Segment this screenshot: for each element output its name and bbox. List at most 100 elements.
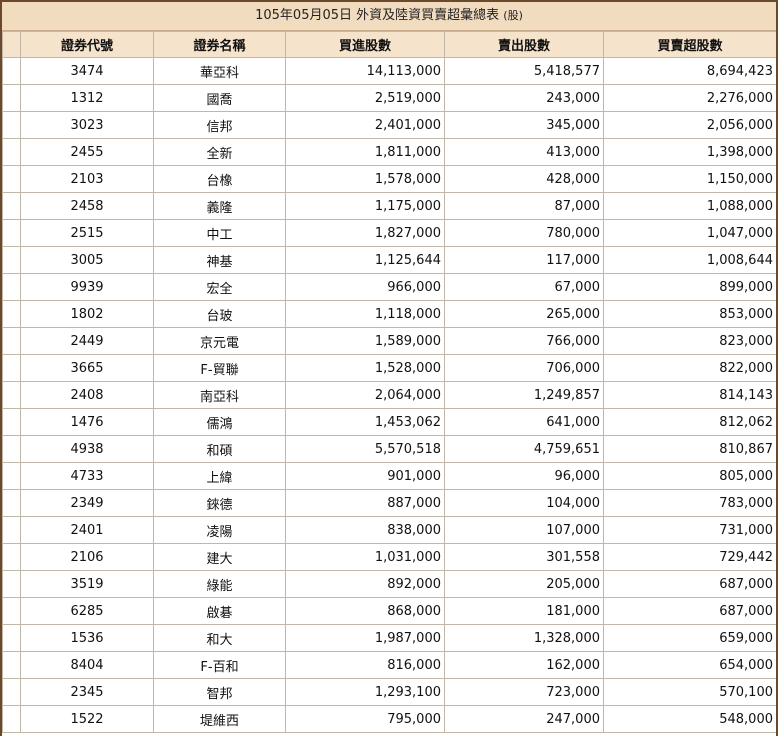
cell-name: F-貿聯 — [153, 354, 286, 382]
row-gutter — [2, 192, 21, 220]
cell-buy: 868,000 — [285, 597, 445, 625]
cell-net: 1,008,644 — [603, 246, 776, 274]
table-row: 3474 華亞科 14,113,000 5,418,577 8,694,423 — [2, 57, 776, 85]
cell-code: 2401 — [20, 516, 154, 544]
cell-code: 2106 — [20, 543, 154, 571]
table-row: 1312 國喬 2,519,000 243,000 2,276,000 — [2, 84, 776, 112]
cell-code: 3519 — [20, 570, 154, 598]
cell-sell: 162,000 — [444, 651, 604, 679]
cell-net: 899,000 — [603, 273, 776, 301]
cell-buy: 5,570,518 — [285, 435, 445, 463]
table-row: 2449 京元電 1,589,000 766,000 823,000 — [2, 327, 776, 355]
table-row: 9939 宏全 966,000 67,000 899,000 — [2, 273, 776, 301]
row-gutter — [2, 219, 21, 247]
cell-code: 3005 — [20, 246, 154, 274]
cell-net: 8,694,423 — [603, 57, 776, 85]
cell-name: 和大 — [153, 624, 286, 652]
cell-code: 2103 — [20, 165, 154, 193]
table-row: 1536 和大 1,987,000 1,328,000 659,000 — [2, 624, 776, 652]
cell-net: 810,867 — [603, 435, 776, 463]
cell-buy: 966,000 — [285, 273, 445, 301]
cell-name: 凌陽 — [153, 516, 286, 544]
table-row: 1522 堤維西 795,000 247,000 548,000 — [2, 705, 776, 733]
foreign-investor-table: 證券代號 證券名稱 買進股數 賣出股數 買賣超股數 3474 華亞科 14,113,… — [2, 31, 776, 733]
cell-sell: 4,759,651 — [444, 435, 604, 463]
cell-code: 2349 — [20, 489, 154, 517]
cell-name: 中工 — [153, 219, 286, 247]
table-row: 2349 錸德 887,000 104,000 783,000 — [2, 489, 776, 517]
cell-sell: 780,000 — [444, 219, 604, 247]
cell-name: 啟碁 — [153, 597, 286, 625]
row-gutter — [2, 408, 21, 436]
cell-buy: 816,000 — [285, 651, 445, 679]
row-gutter — [2, 435, 21, 463]
row-gutter — [2, 138, 21, 166]
cell-net: 805,000 — [603, 462, 776, 490]
cell-sell: 1,249,857 — [444, 381, 604, 409]
cell-net: 2,056,000 — [603, 111, 776, 139]
table-row: 4938 和碩 5,570,518 4,759,651 810,867 — [2, 435, 776, 463]
table-row: 2103 台橡 1,578,000 428,000 1,150,000 — [2, 165, 776, 193]
cell-name: 和碩 — [153, 435, 286, 463]
cell-code: 4733 — [20, 462, 154, 490]
row-gutter — [2, 597, 21, 625]
table-row: 3665 F-貿聯 1,528,000 706,000 822,000 — [2, 354, 776, 382]
cell-code: 3474 — [20, 57, 154, 85]
header-sell[interactable]: 賣出股數 — [444, 31, 604, 58]
cell-sell: 87,000 — [444, 192, 604, 220]
cell-name: 神基 — [153, 246, 286, 274]
cell-buy: 1,578,000 — [285, 165, 445, 193]
table-row: 8404 F-百和 816,000 162,000 654,000 — [2, 651, 776, 679]
cell-code: 2458 — [20, 192, 154, 220]
table-row: 2455 全新 1,811,000 413,000 1,398,000 — [2, 138, 776, 166]
cell-sell: 706,000 — [444, 354, 604, 382]
table-row: 3023 信邦 2,401,000 345,000 2,056,000 — [2, 111, 776, 139]
cell-sell: 1,328,000 — [444, 624, 604, 652]
header-name[interactable]: 證券名稱 — [153, 31, 286, 58]
cell-sell: 641,000 — [444, 408, 604, 436]
table-row: 6285 啟碁 868,000 181,000 687,000 — [2, 597, 776, 625]
row-gutter — [2, 543, 21, 571]
header-buy[interactable]: 買進股數 — [285, 31, 445, 58]
cell-buy: 1,125,644 — [285, 246, 445, 274]
header-net[interactable]: 買賣超股數 — [603, 31, 776, 58]
header-code[interactable]: 證券代號 — [20, 31, 154, 58]
cell-buy: 1,811,000 — [285, 138, 445, 166]
header-row: 證券代號 證券名稱 買進股數 賣出股數 買賣超股數 — [2, 31, 776, 58]
cell-net: 1,150,000 — [603, 165, 776, 193]
cell-buy: 901,000 — [285, 462, 445, 490]
cell-sell: 428,000 — [444, 165, 604, 193]
cell-name: 台橡 — [153, 165, 286, 193]
cell-buy: 795,000 — [285, 705, 445, 733]
row-gutter — [2, 705, 21, 733]
cell-code: 3023 — [20, 111, 154, 139]
cell-net: 548,000 — [603, 705, 776, 733]
cell-buy: 1,589,000 — [285, 327, 445, 355]
cell-code: 1536 — [20, 624, 154, 652]
cell-buy: 887,000 — [285, 489, 445, 517]
row-gutter — [2, 516, 21, 544]
cell-sell: 205,000 — [444, 570, 604, 598]
cell-net: 1,047,000 — [603, 219, 776, 247]
cell-net: 654,000 — [603, 651, 776, 679]
cell-name: 國喬 — [153, 84, 286, 112]
cell-code: 3665 — [20, 354, 154, 382]
cell-sell: 247,000 — [444, 705, 604, 733]
cell-sell: 723,000 — [444, 678, 604, 706]
table-row: 2345 智邦 1,293,100 723,000 570,100 — [2, 678, 776, 706]
cell-buy: 2,401,000 — [285, 111, 445, 139]
cell-net: 823,000 — [603, 327, 776, 355]
table-row: 4733 上緯 901,000 96,000 805,000 — [2, 462, 776, 490]
cell-name: 綠能 — [153, 570, 286, 598]
cell-code: 1802 — [20, 300, 154, 328]
cell-buy: 14,113,000 — [285, 57, 445, 85]
cell-sell: 243,000 — [444, 84, 604, 112]
table-row: 2408 南亞科 2,064,000 1,249,857 814,143 — [2, 381, 776, 409]
table-row: 1476 儒鴻 1,453,062 641,000 812,062 — [2, 408, 776, 436]
cell-name: 智邦 — [153, 678, 286, 706]
cell-sell: 107,000 — [444, 516, 604, 544]
report-title-text: 105年05月05日 外資及陸資買賣超彙總表 — [255, 8, 500, 23]
cell-name: 台玻 — [153, 300, 286, 328]
cell-sell: 265,000 — [444, 300, 604, 328]
